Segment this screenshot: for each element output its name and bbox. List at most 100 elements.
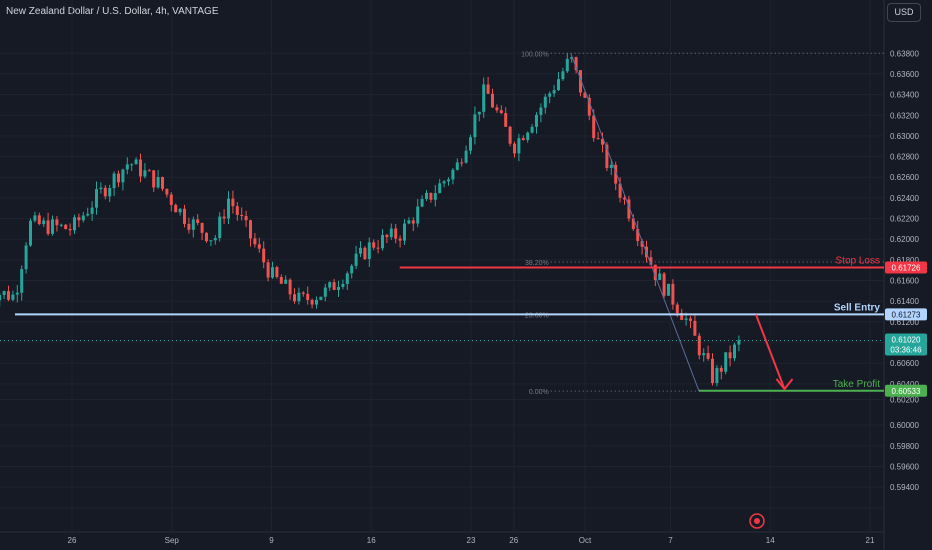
trade-level-label: Sell Entry [834, 302, 881, 313]
candle-body [359, 247, 362, 254]
candle-body [557, 79, 560, 91]
candle-body [183, 208, 186, 224]
candle-body [587, 97, 591, 116]
y-tick-label: 0.61200 [890, 318, 919, 327]
candle-body [504, 113, 508, 127]
candle-body [574, 57, 578, 71]
candle-body [130, 164, 134, 166]
candle-body [614, 164, 618, 184]
candle-body [275, 267, 279, 277]
y-tick-label: 0.60600 [890, 359, 919, 368]
candle-body [315, 299, 318, 305]
candle-body [33, 215, 37, 221]
candle-body [482, 84, 486, 112]
candle-body [552, 90, 556, 94]
current-price-text: 0.61020 [892, 335, 921, 344]
candle-body [108, 188, 112, 197]
candle-body [530, 126, 534, 133]
price-tag [885, 261, 927, 274]
fib-level-label: 38.20% [525, 260, 549, 267]
candle-body [112, 173, 116, 189]
y-tick-label: 0.62400 [890, 194, 919, 203]
candle-body [640, 240, 644, 247]
y-tick-label: 0.62000 [890, 235, 919, 244]
candle-body [469, 137, 472, 151]
candle-body [429, 192, 433, 200]
candle-body [728, 352, 732, 359]
candle-body [81, 215, 85, 221]
candle-body [73, 217, 76, 231]
candle-body [636, 228, 640, 241]
candle-body [526, 132, 530, 141]
candle-body [671, 283, 675, 305]
target-arrow-head [775, 378, 794, 391]
candle-body [222, 216, 226, 219]
y-tick-label: 0.61400 [890, 297, 919, 306]
candle-body [592, 115, 596, 139]
candle-body [609, 164, 613, 168]
candle-body [59, 224, 63, 226]
x-tick-label: Oct [579, 536, 592, 545]
current-price-tag [885, 333, 927, 356]
candle-body [719, 367, 723, 372]
fib-level-label: 23.60% [525, 313, 549, 320]
candle-body [464, 150, 468, 163]
candle-body [240, 214, 244, 217]
candle-body [649, 257, 653, 265]
candle-body [499, 110, 503, 114]
y-tick-label: 0.63400 [890, 91, 919, 100]
candle-body [394, 228, 398, 239]
candle-body [491, 93, 494, 108]
candle-body [139, 159, 142, 177]
candle-body [623, 197, 626, 200]
candle-body [169, 194, 173, 205]
candle-body [403, 223, 406, 241]
event-marker-icon [749, 513, 765, 529]
candle-body [548, 93, 552, 97]
candle-body [103, 187, 107, 197]
candle-body [583, 92, 587, 98]
candle-body [411, 220, 415, 224]
candle-body [244, 216, 248, 221]
candle-body [737, 340, 741, 345]
candle-body [543, 96, 547, 108]
x-tick-label: 26 [68, 536, 77, 545]
candle-body [561, 71, 565, 80]
candle-body [689, 318, 692, 321]
candle-body [535, 114, 538, 127]
y-tick-label: 0.62600 [890, 173, 919, 182]
chart-title: New Zealand Dollar / U.S. Dollar, 4h, VA… [6, 6, 219, 17]
candle-body [161, 177, 164, 189]
y-tick-label: 0.59400 [890, 483, 919, 492]
currency-button[interactable]: USD [887, 3, 921, 22]
candle-body [7, 291, 10, 300]
candle-body [46, 220, 50, 234]
candle-body [517, 138, 521, 154]
candle-body [627, 199, 631, 219]
candle-body [407, 220, 411, 224]
y-tick-label: 0.63800 [890, 49, 919, 58]
candle-body [42, 220, 46, 225]
y-tick-label: 0.60000 [890, 421, 919, 430]
candle-body [455, 162, 459, 170]
candle-body [117, 173, 120, 183]
candle-body [438, 183, 442, 194]
candle-body [77, 217, 81, 221]
y-tick-label: 0.63000 [890, 132, 919, 141]
candle-body [213, 238, 217, 241]
candle-body [328, 282, 332, 288]
candle-body [442, 181, 446, 184]
candle-body [156, 177, 160, 188]
candle-body [187, 223, 191, 230]
candle-body [227, 198, 230, 219]
candle-body [332, 282, 336, 290]
candle-body [68, 229, 72, 231]
price-tag [885, 384, 927, 397]
x-tick-label: 16 [367, 536, 376, 545]
candle-body [460, 162, 464, 164]
x-tick-label: 9 [269, 536, 274, 545]
x-tick-label: 21 [866, 536, 875, 545]
x-tick-label: Sep [165, 536, 180, 545]
candle-body [631, 218, 635, 229]
